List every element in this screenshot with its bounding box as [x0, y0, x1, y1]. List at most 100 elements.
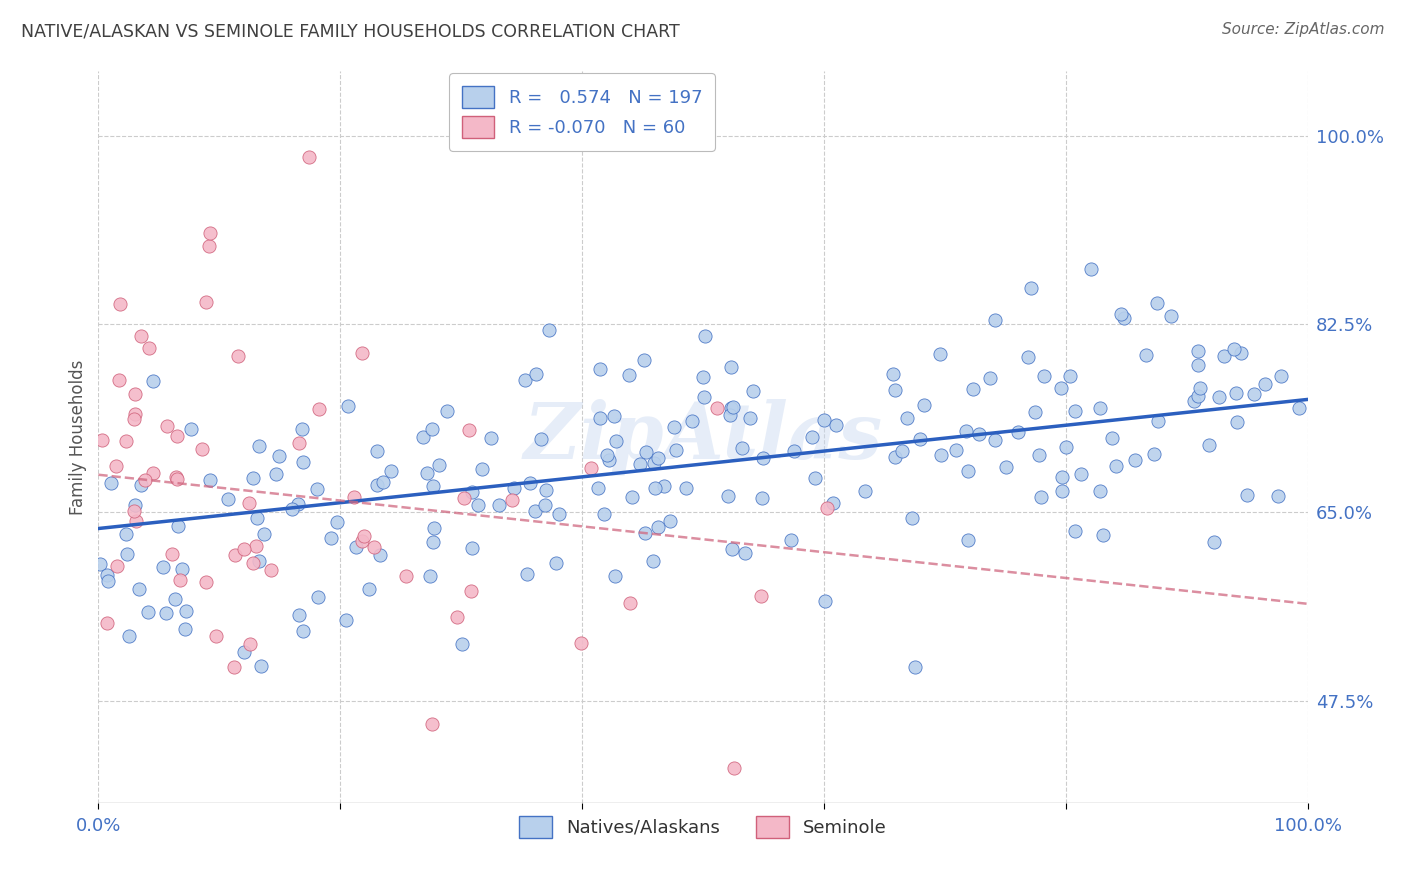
- Point: [422, 479, 444, 493]
- Point: [983, 312, 1005, 326]
- Point: [238, 495, 260, 509]
- Point: [647, 450, 669, 465]
- Point: [1114, 310, 1136, 325]
- Point: [446, 610, 468, 624]
- Point: [291, 624, 314, 638]
- Point: [233, 645, 256, 659]
- Point: [108, 297, 131, 311]
- Point: [530, 433, 553, 447]
- Point: [523, 504, 546, 518]
- Point: [718, 408, 741, 422]
- Point: [779, 533, 801, 548]
- Point: [984, 434, 1007, 448]
- Point: [128, 582, 150, 596]
- Point: [205, 629, 228, 643]
- Point: [1213, 349, 1236, 363]
- Point: [882, 367, 904, 381]
- Point: [198, 226, 221, 240]
- Point: [1135, 348, 1157, 362]
- Point: [569, 635, 592, 649]
- Point: [305, 482, 328, 496]
- Point: [453, 491, 475, 505]
- Point: [191, 442, 214, 457]
- Point: [884, 383, 907, 397]
- Point: [662, 419, 685, 434]
- Point: [1142, 447, 1164, 461]
- Point: [366, 478, 388, 492]
- Point: [124, 504, 146, 518]
- Point: [929, 347, 952, 361]
- Point: [628, 458, 651, 472]
- Point: [1101, 431, 1123, 445]
- Point: [125, 514, 148, 528]
- Point: [695, 329, 717, 343]
- Point: [641, 554, 664, 568]
- Point: [1017, 351, 1039, 365]
- Point: [326, 515, 349, 529]
- Point: [198, 239, 221, 253]
- Point: [813, 413, 835, 427]
- Point: [603, 409, 626, 423]
- Point: [884, 450, 907, 465]
- Point: [335, 613, 357, 627]
- Point: [903, 659, 925, 673]
- Point: [742, 384, 765, 398]
- Point: [1064, 404, 1087, 418]
- Point: [366, 443, 388, 458]
- Point: [1105, 459, 1128, 474]
- Point: [962, 382, 984, 396]
- Point: [108, 373, 131, 387]
- Point: [245, 539, 267, 553]
- Point: [467, 498, 489, 512]
- Point: [813, 593, 835, 607]
- Point: [420, 716, 443, 731]
- Point: [658, 514, 681, 528]
- Point: [749, 589, 772, 603]
- Point: [1088, 483, 1111, 498]
- Point: [912, 398, 935, 412]
- Point: [371, 475, 394, 489]
- Point: [1188, 381, 1211, 395]
- Point: [165, 592, 187, 607]
- Point: [167, 519, 190, 533]
- Point: [232, 541, 254, 556]
- Point: [217, 492, 239, 507]
- Point: [1031, 490, 1053, 504]
- Point: [1109, 307, 1132, 321]
- Point: [488, 498, 510, 512]
- Point: [804, 471, 827, 485]
- Point: [1270, 368, 1292, 383]
- Y-axis label: Family Households: Family Households: [69, 359, 87, 515]
- Point: [955, 424, 977, 438]
- Point: [419, 569, 441, 583]
- Point: [422, 521, 444, 535]
- Point: [900, 510, 922, 524]
- Point: [586, 481, 609, 495]
- Point: [929, 448, 952, 462]
- Point: [352, 346, 374, 360]
- Point: [471, 462, 494, 476]
- Point: [1187, 389, 1209, 403]
- Point: [226, 350, 249, 364]
- Point: [281, 502, 304, 516]
- Point: [363, 540, 385, 554]
- Point: [479, 431, 502, 445]
- Point: [515, 373, 537, 387]
- Point: [253, 526, 276, 541]
- Point: [166, 429, 188, 443]
- Point: [548, 507, 571, 521]
- Point: [721, 541, 744, 556]
- Point: [131, 477, 153, 491]
- Point: [461, 484, 484, 499]
- Point: [619, 596, 641, 610]
- Point: [129, 328, 152, 343]
- Point: [738, 410, 761, 425]
- Point: [460, 584, 482, 599]
- Point: [114, 434, 136, 448]
- Point: [288, 435, 311, 450]
- Point: [246, 511, 269, 525]
- Point: [891, 444, 914, 458]
- Point: [350, 533, 373, 548]
- Point: [1230, 346, 1253, 360]
- Point: [224, 548, 246, 562]
